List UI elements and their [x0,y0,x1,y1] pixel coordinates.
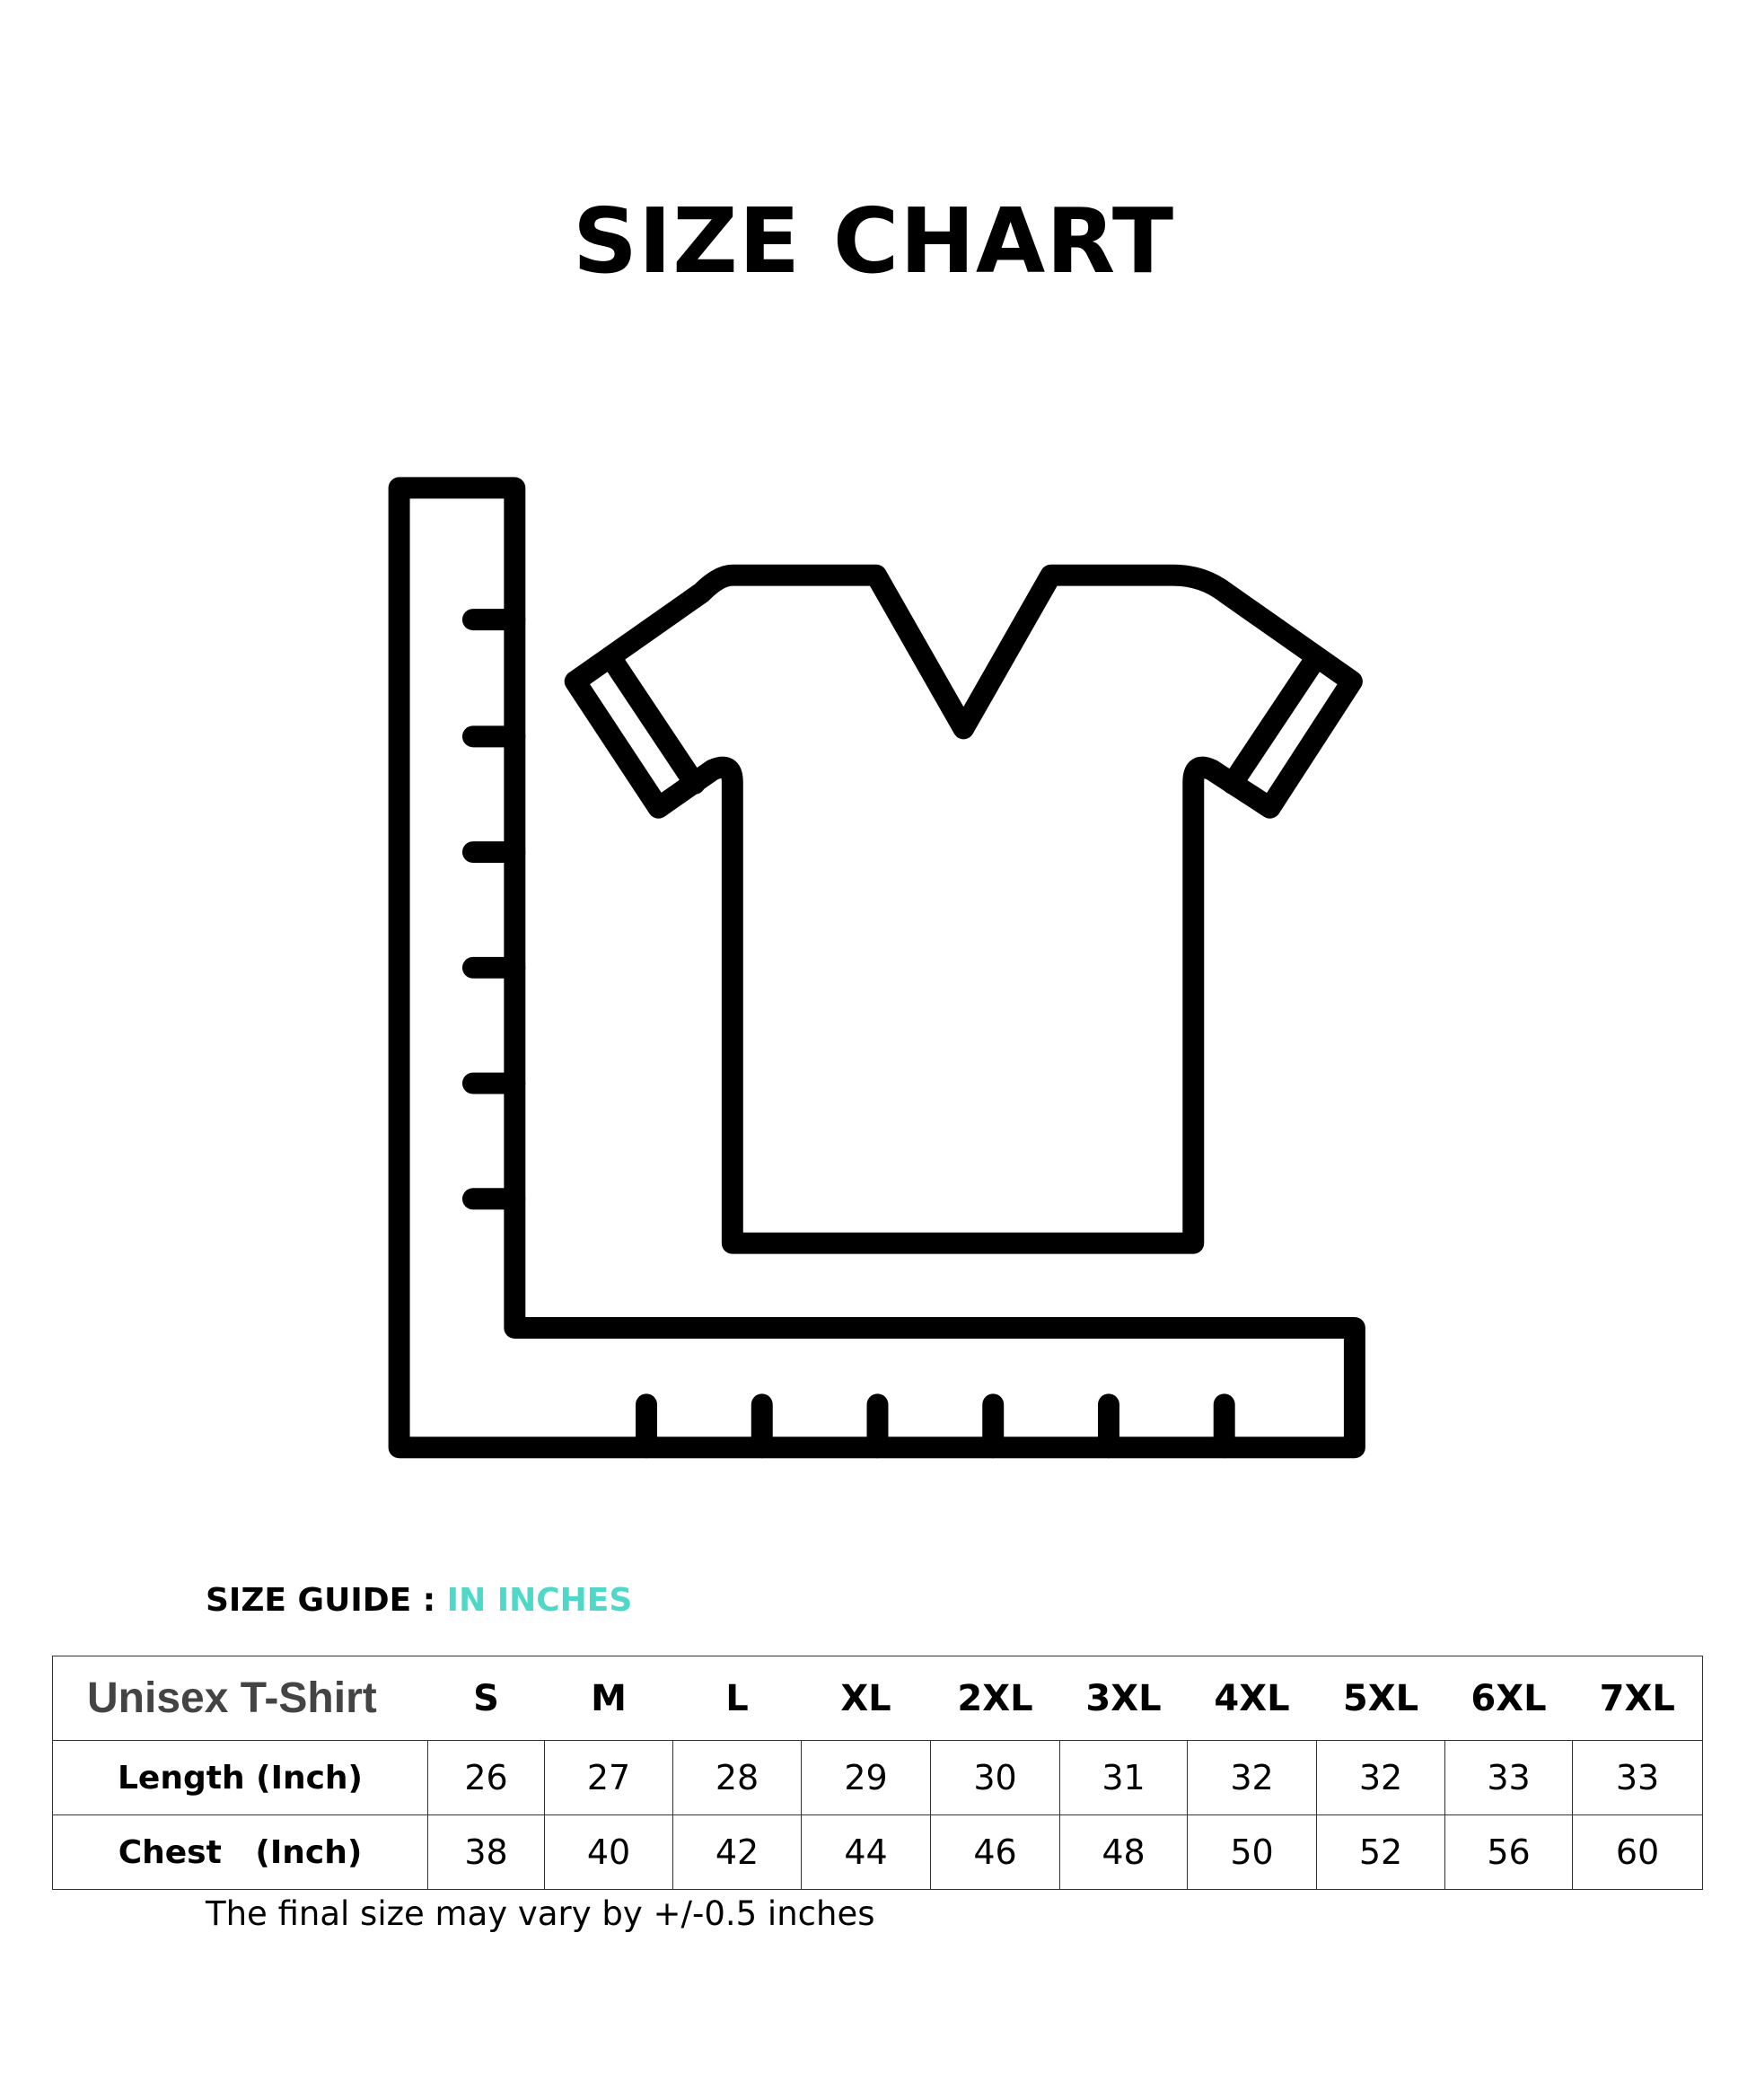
table-cell: 31 [1059,1740,1188,1815]
table-cell: 27 [544,1740,673,1815]
size-guide-unit: IN INCHES [446,1582,633,1619]
size-header: 5XL [1316,1656,1445,1741]
table-cell: 52 [1316,1814,1445,1890]
table-row-length: Length (Inch) 26 27 28 29 30 31 32 32 33… [52,1740,1703,1815]
table-cell: 30 [930,1740,1060,1815]
size-header: XL [801,1656,931,1741]
table-row-chest: Chest (Inch) 38 40 42 44 46 48 50 52 56 … [52,1814,1703,1890]
size-note: The final size may vary by +/-0.5 inches [206,1894,875,1933]
size-header: S [427,1656,545,1741]
table-cell: 44 [801,1814,931,1890]
table-cell: 29 [801,1740,931,1815]
table-cell: 60 [1572,1814,1703,1890]
table-cell: 28 [672,1740,802,1815]
ruler-icon [388,477,1365,1459]
size-header: M [544,1656,673,1741]
table-cell: 56 [1444,1814,1573,1890]
table-header-row: Unisex T-Shirt S M L XL 2XL 3XL 4XL 5XL … [52,1656,1703,1741]
table-cell: 50 [1187,1814,1317,1890]
page-title: SIZE CHART [572,189,1175,294]
size-header: 2XL [930,1656,1060,1741]
tshirt-icon [564,564,1363,1254]
right-sleeve-cuff [1221,647,1327,795]
size-table: Unisex T-Shirt S M L XL 2XL 3XL 4XL 5XL … [52,1656,1703,1890]
table-title: Unisex T-Shirt [52,1656,428,1741]
row-label: Length (Inch) [52,1740,428,1815]
size-guide-label: SIZE GUIDE : IN INCHES [206,1582,632,1619]
size-header: 6XL [1444,1656,1573,1741]
table-cell: 32 [1316,1740,1445,1815]
size-header: 3XL [1059,1656,1188,1741]
size-header: 4XL [1187,1656,1317,1741]
row-label: Chest (Inch) [52,1814,428,1890]
table-cell: 33 [1572,1740,1703,1815]
table-cell: 38 [427,1814,545,1890]
ruler-ticks-vertical [461,609,526,1210]
ruler-ticks-horizontal [636,1393,1235,1459]
table-cell: 26 [427,1740,545,1815]
size-header: 7XL [1572,1656,1703,1741]
size-guide-text: SIZE GUIDE : [206,1582,447,1619]
size-header: L [672,1656,802,1741]
table-cell: 42 [672,1814,802,1890]
table-cell: 40 [544,1814,673,1890]
table-cell: 46 [930,1814,1060,1890]
table-cell: 32 [1187,1740,1317,1815]
table-cell: 48 [1059,1814,1188,1890]
left-sleeve-cuff [601,647,706,795]
table-cell: 33 [1444,1740,1573,1815]
